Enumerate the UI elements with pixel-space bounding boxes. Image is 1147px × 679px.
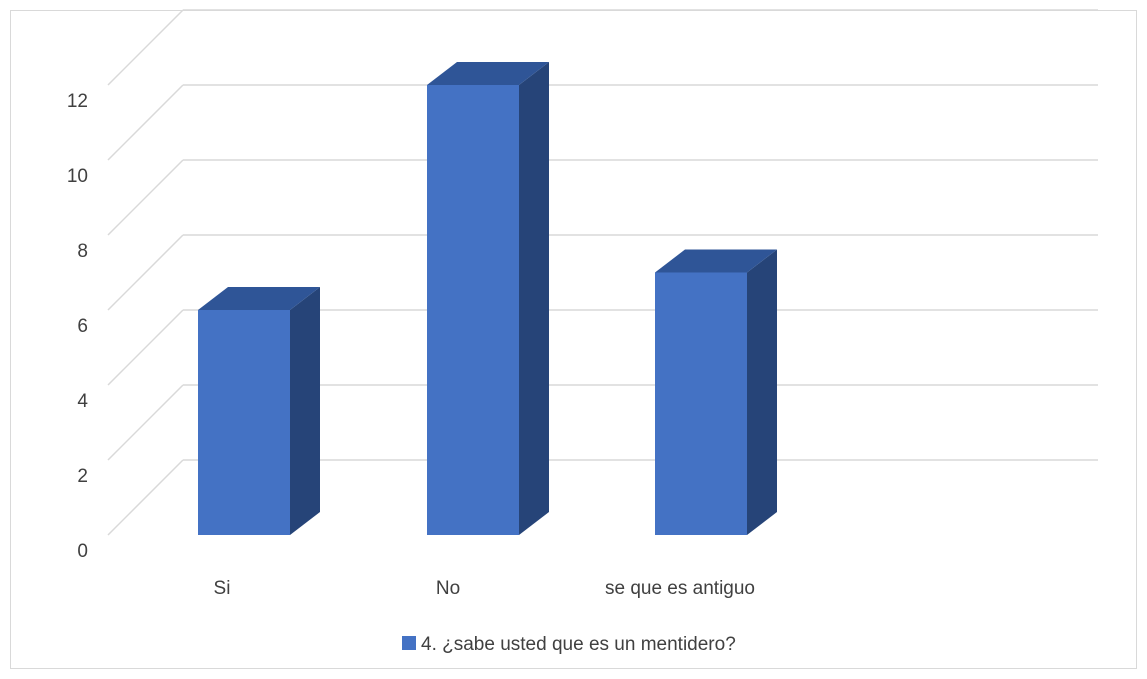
bar-se-que-es-antiguo xyxy=(655,249,777,535)
bar-top-face xyxy=(655,249,777,273)
gridline-side-4 xyxy=(107,309,184,386)
legend-swatch xyxy=(402,636,416,650)
bar-front-face xyxy=(427,85,519,535)
gridlines xyxy=(107,9,1098,536)
y-tick-label: 4 xyxy=(77,391,88,412)
gridline-side-12 xyxy=(107,9,184,86)
y-tick-label: 0 xyxy=(77,541,88,562)
bar-top-face xyxy=(427,62,549,85)
bar-top-face xyxy=(198,287,320,310)
gridline-side-0 xyxy=(107,459,184,536)
bar-side-face xyxy=(519,62,549,535)
y-tick-label: 10 xyxy=(67,166,88,187)
y-tick-label: 12 xyxy=(67,91,88,112)
bar-no xyxy=(427,62,549,535)
gridline-side-10 xyxy=(107,84,184,161)
bar-si xyxy=(198,287,320,535)
gridline-side-6 xyxy=(107,234,184,311)
y-axis-tick-labels: 0 2 4 6 8 10 12 xyxy=(67,91,89,562)
x-category-label: se que es antiguo xyxy=(605,578,755,599)
y-tick-label: 6 xyxy=(77,316,88,337)
chart-border xyxy=(10,10,1137,669)
x-category-label: No xyxy=(436,578,460,599)
bars xyxy=(198,62,777,535)
bar-side-face xyxy=(290,287,320,535)
x-axis-category-labels: Si No se que es antiguo xyxy=(214,578,755,599)
y-tick-label: 8 xyxy=(77,241,88,262)
y-tick-label: 2 xyxy=(77,466,88,487)
x-category-label: Si xyxy=(214,578,231,599)
gridline-side-2 xyxy=(107,384,184,461)
legend: 4. ¿sabe usted que es un mentidero? xyxy=(402,634,736,655)
legend-label: 4. ¿sabe usted que es un mentidero? xyxy=(421,634,736,655)
gridline-side-8 xyxy=(107,159,184,236)
bar-side-face xyxy=(747,249,777,535)
bar-front-face xyxy=(655,272,747,535)
bar-front-face xyxy=(198,310,290,535)
